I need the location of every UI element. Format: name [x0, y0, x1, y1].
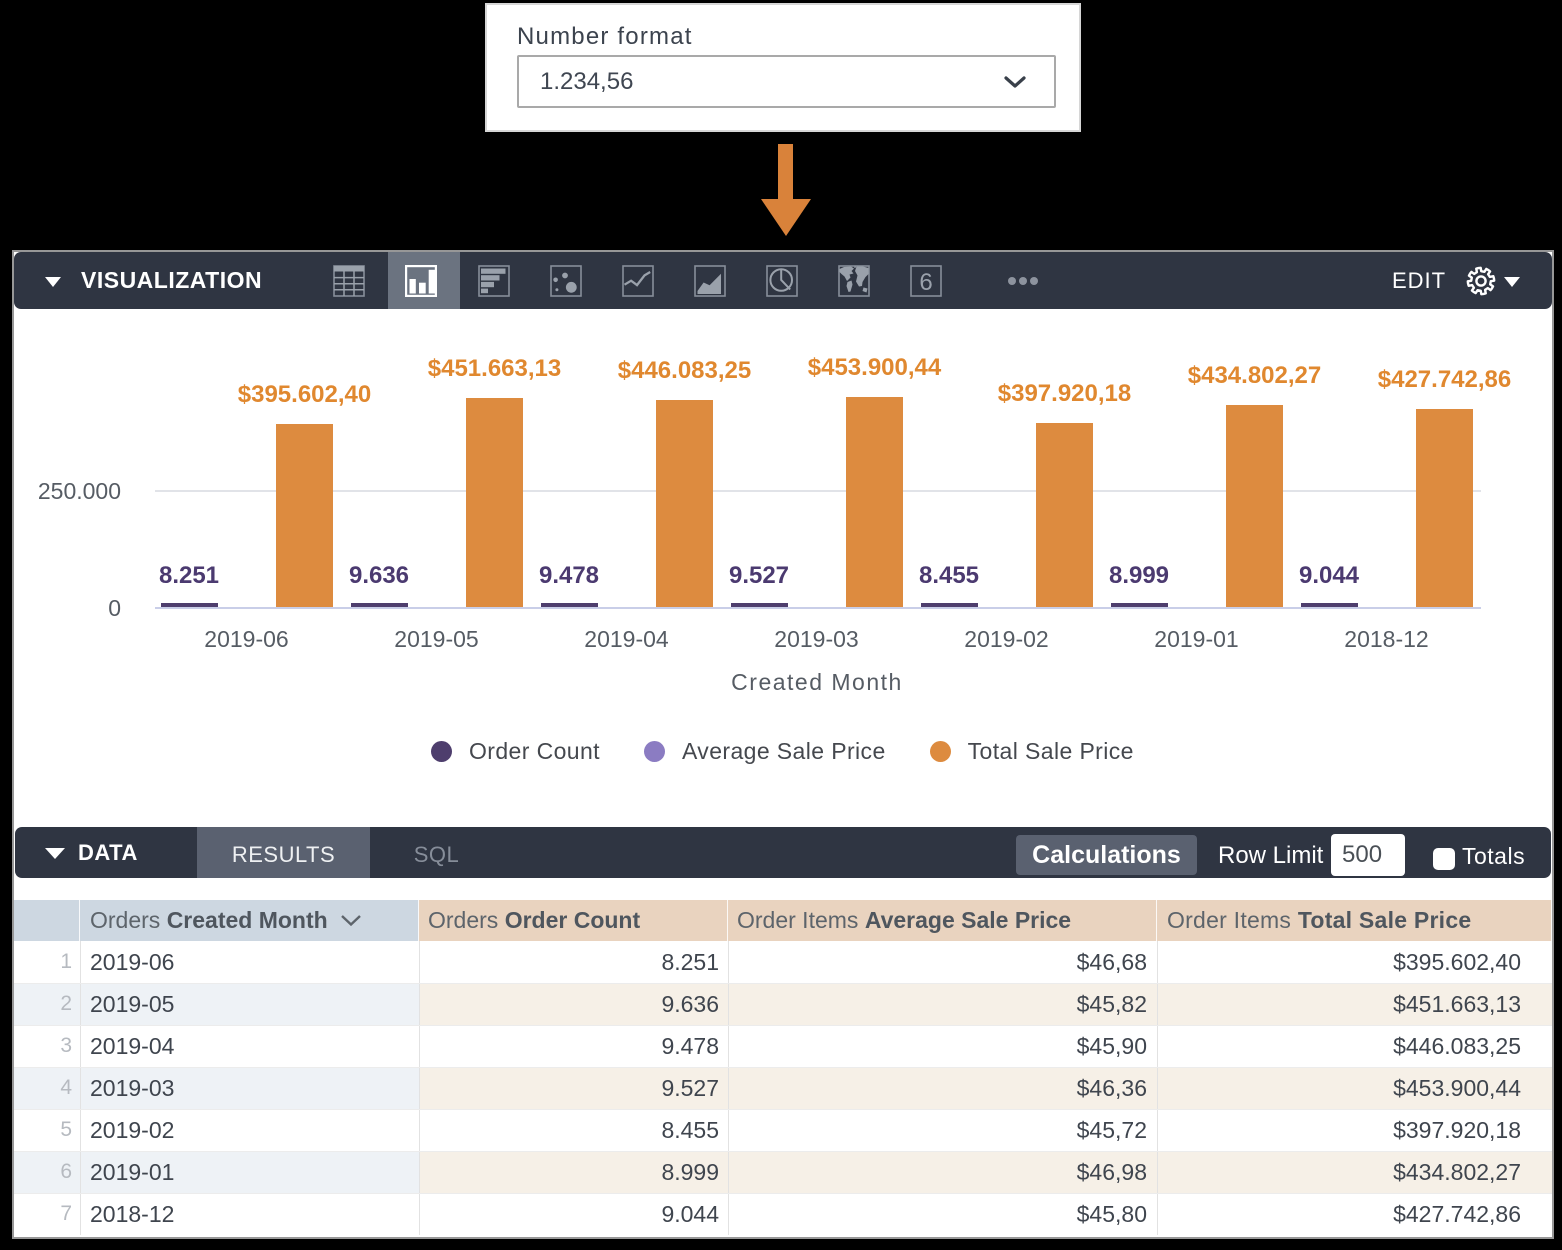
svg-text:6: 6 [919, 269, 932, 296]
